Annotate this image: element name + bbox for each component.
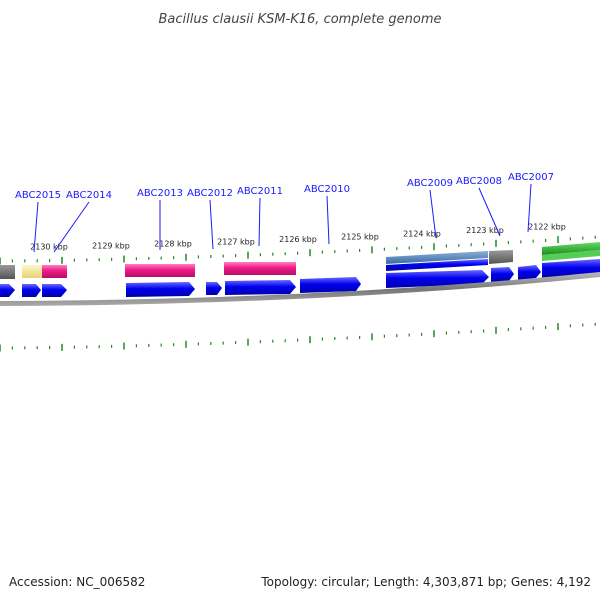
gene-feature[interactable] (125, 264, 195, 277)
gene-leader-line (33, 201, 39, 253)
tick-label: 2126 kbp (279, 235, 317, 244)
tick-label: 2128 kbp (154, 240, 192, 249)
gene-label[interactable]: ABC2011 (237, 186, 283, 197)
gene-feature[interactable] (224, 262, 296, 275)
upper-tick-marks (0, 235, 596, 265)
cds-track (0, 259, 600, 297)
gene-feature[interactable] (22, 265, 42, 278)
cds-arrow[interactable] (225, 280, 296, 295)
accession-text: Accession: NC_006582 (9, 575, 145, 589)
gene-label[interactable]: ABC2015 (15, 190, 61, 201)
gene-feature[interactable] (489, 250, 513, 264)
tick-label: 2127 kbp (217, 238, 255, 247)
cds-arrow[interactable] (42, 284, 67, 297)
genome-info-text: Topology: circular; Length: 4,303,871 bp… (260, 575, 591, 589)
genome-backbone (0, 272, 600, 306)
gene-feature[interactable] (542, 250, 600, 261)
gene-label[interactable]: ABC2008 (456, 176, 502, 187)
gene-feature[interactable] (542, 242, 600, 255)
feature-track (0, 242, 600, 279)
tick-label: 2122 kbp (528, 222, 566, 231)
gene-leader-line (326, 195, 330, 245)
tick-label: 2124 kbp (403, 229, 441, 238)
gene-leader-line (429, 189, 437, 239)
gene-labels: ABC2015 ABC2014 ABC2013 ABC2012 ABC2011 ABC20… (15, 172, 554, 253)
cds-arrow[interactable] (518, 265, 541, 280)
gene-leader-line (53, 201, 90, 253)
gene-leader-line (478, 187, 501, 237)
gene-feature[interactable] (0, 265, 15, 279)
gene-label[interactable]: ABC2014 (66, 190, 112, 201)
gene-label[interactable]: ABC2013 (137, 188, 183, 199)
gene-feature[interactable] (42, 265, 67, 278)
gene-leader-line (209, 199, 214, 250)
gene-label[interactable]: ABC2009 (407, 178, 453, 189)
cds-arrow[interactable] (0, 284, 15, 297)
cds-arrow[interactable] (491, 267, 514, 282)
tick-label: 2125 kbp (341, 232, 379, 241)
cds-arrow[interactable] (206, 282, 222, 295)
lower-tick-marks (0, 322, 596, 352)
cds-arrow[interactable] (542, 259, 600, 278)
cds-arrow[interactable] (300, 277, 361, 293)
gene-leader-line (258, 197, 261, 247)
gene-feature[interactable] (386, 251, 488, 264)
tick-label: 2123 kbp (466, 226, 504, 235)
map-title: Bacillus clausii KSM-K16, complete genom… (158, 12, 441, 27)
cds-arrow[interactable] (126, 282, 195, 297)
tick-labels: 2130 kbp 2129 kbp 2128 kbp 2127 kbp 2126 kbp… (30, 222, 566, 251)
gene-feature[interactable] (386, 259, 488, 271)
gene-label[interactable]: ABC2010 (304, 184, 350, 195)
gene-label[interactable]: ABC2012 (187, 188, 233, 199)
cds-arrow[interactable] (22, 284, 41, 297)
cds-arrow[interactable] (386, 270, 489, 288)
tick-label: 2130 kbp (30, 243, 68, 252)
tick-label: 2129 kbp (92, 241, 130, 250)
gene-leader-line (527, 183, 532, 233)
gene-label[interactable]: ABC2007 (508, 172, 554, 183)
